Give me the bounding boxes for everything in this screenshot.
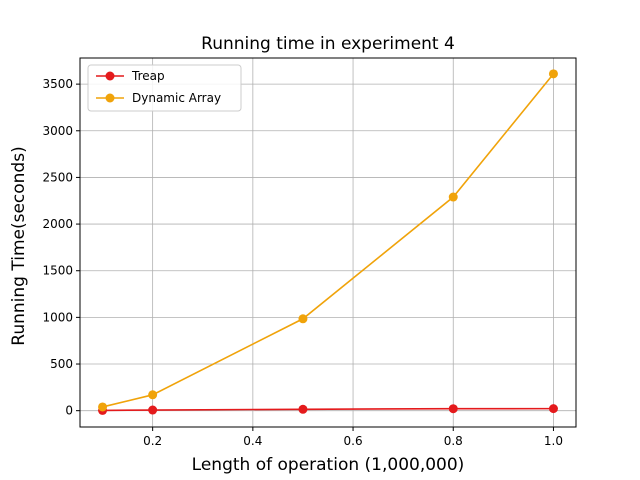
legend-marker — [105, 71, 115, 81]
data-point-treap — [548, 404, 558, 414]
y-tick-label: 3000 — [42, 124, 73, 138]
x-tick-label: 0.8 — [444, 434, 463, 448]
data-point-treap — [148, 405, 158, 415]
legend: Treap Dynamic Array — [87, 64, 242, 112]
plot-frame — [79, 57, 577, 428]
legend-marker — [105, 93, 115, 103]
legend-entry: Treap — [131, 69, 165, 83]
series-layer — [98, 69, 558, 415]
chart-title: Running time in experiment 4 — [201, 34, 455, 54]
series-dynamic-array — [98, 69, 558, 412]
data-point-treap — [298, 404, 308, 414]
ticks: 0.2 0.4 0.6 0.8 1.0 0 500 1000 1500 2000 2500 3000 3… — [42, 77, 563, 448]
data-point-treap — [448, 404, 458, 414]
y-axis-label: Running Time(seconds) — [9, 146, 29, 345]
legend-box — [87, 64, 242, 112]
grid — [80, 58, 576, 427]
x-tick-label: 0.6 — [344, 434, 363, 448]
data-point-dynamic-array — [98, 402, 108, 412]
data-point-dynamic-array — [148, 390, 158, 400]
x-axis-label: Length of operation (1,000,000) — [192, 455, 465, 475]
y-tick-label: 500 — [50, 357, 73, 371]
y-tick-label: 0 — [65, 404, 73, 418]
y-tick-label: 2000 — [42, 217, 73, 231]
y-tick-label: 1000 — [42, 310, 73, 324]
y-tick-label: 2500 — [42, 170, 73, 184]
x-tick-label: 0.2 — [143, 434, 162, 448]
data-point-dynamic-array — [298, 314, 308, 324]
legend-entry: Dynamic Array — [132, 91, 221, 105]
x-tick-label: 0.4 — [243, 434, 262, 448]
y-tick-label: 3500 — [42, 77, 73, 91]
x-tick-label: 1.0 — [544, 434, 563, 448]
data-point-dynamic-array — [448, 192, 458, 202]
y-tick-label: 1500 — [42, 264, 73, 278]
data-point-dynamic-array — [548, 69, 558, 79]
